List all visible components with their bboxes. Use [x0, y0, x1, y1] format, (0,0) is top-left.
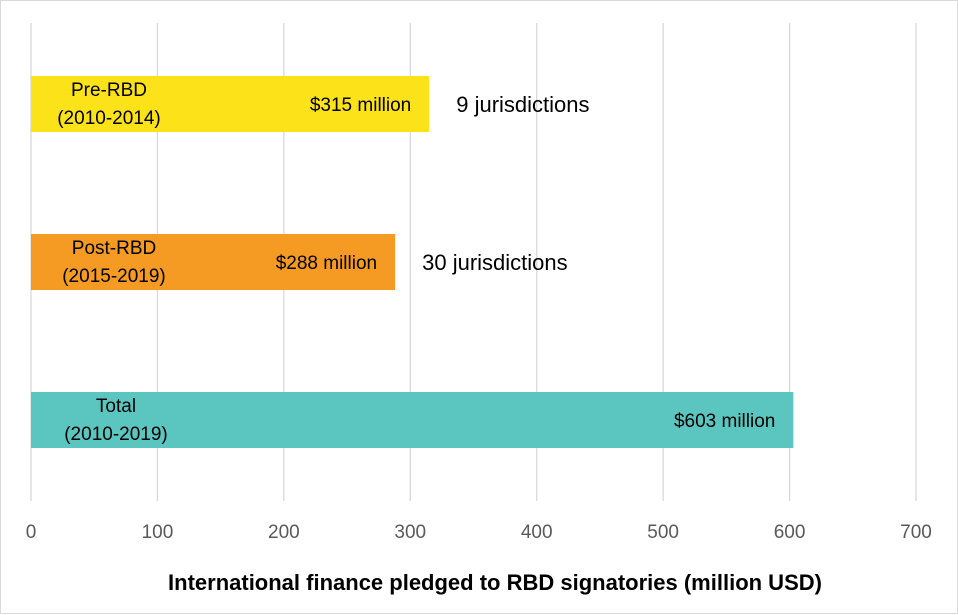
jurisdictions-annotation: 30 jurisdictions	[422, 250, 568, 275]
x-tick-label: 600	[774, 522, 806, 543]
bar	[31, 76, 430, 132]
bars: Pre-RBD (2010-2014) $315 million 9 jurisdic…	[31, 76, 794, 448]
x-tick-labels: 0 100 200 300 400 500 600 700	[26, 522, 932, 543]
value-label: $288 million	[276, 253, 377, 274]
category-label: (2010-2014)	[57, 108, 161, 129]
x-tick-label: 400	[521, 522, 553, 543]
bar	[31, 234, 396, 290]
x-tick-label: 700	[900, 522, 932, 543]
x-tick-label: 100	[142, 522, 174, 543]
x-tick-label: 200	[268, 522, 300, 543]
x-tick-label: 300	[394, 522, 426, 543]
category-label: Pre-RBD	[71, 80, 147, 101]
value-label: $603 million	[674, 411, 775, 432]
x-tick-label: 500	[647, 522, 679, 543]
x-axis-title: International finance pledged to RBD sig…	[168, 570, 822, 595]
x-tick-label: 0	[26, 522, 37, 543]
value-label: $315 million	[310, 95, 411, 116]
bar	[31, 392, 794, 448]
category-label: Post-RBD	[72, 238, 156, 259]
jurisdictions-annotation: 9 jurisdictions	[456, 92, 589, 117]
category-label: (2010-2019)	[64, 424, 168, 445]
category-label: Total	[96, 396, 136, 417]
category-label: (2015-2019)	[62, 266, 166, 287]
